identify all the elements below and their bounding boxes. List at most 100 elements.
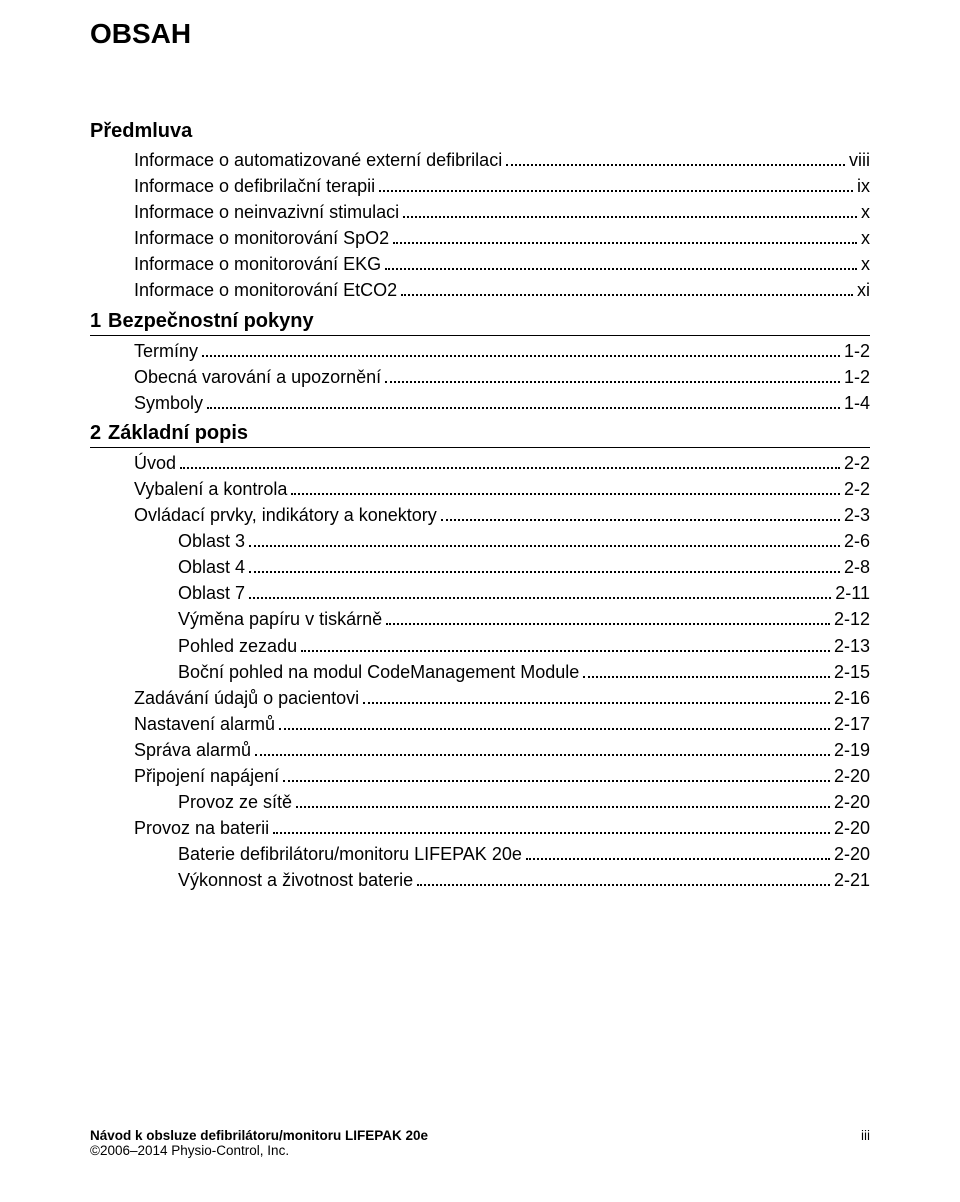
toc-leader-dots [583,676,830,678]
toc-entry-text: Výměna papíru v tiskárně [178,606,382,632]
toc-group-heading: Předmluva [90,120,870,145]
toc-entry: Nastavení alarmů2-17 [90,711,870,737]
toc-leader-dots [363,702,830,704]
toc-entry-text: Informace o neinvazivní stimulaci [134,199,399,225]
toc-entry-text: Ovládací prvky, indikátory a konektory [134,502,437,528]
toc-entry: Informace o neinvazivní stimulacix [90,199,870,225]
toc-group-heading: 1Bezpečnostní pokyny [90,310,870,336]
toc-group: 2Základní popisÚvod2-2Vybalení a kontrol… [90,422,870,894]
table-of-contents: Předmluva Informace o automatizované exte… [90,120,870,893]
toc-leader-dots [279,728,830,730]
footer-page-number: iii [861,1128,870,1143]
toc-leader-dots [506,164,845,166]
toc-leader-dots [393,242,857,244]
toc-entry: Baterie defibrilátoru/monitoru LIFEPAK 2… [90,841,870,867]
toc-entry-page: 2-16 [834,685,870,711]
toc-entry-text: Informace o automatizované externí defib… [134,147,502,173]
toc-group-number: 1 [90,310,108,333]
toc-entry-page: viii [849,147,870,173]
toc-entry-text: Úvod [134,450,176,476]
toc-entry: Ovládací prvky, indikátory a konektory2-… [90,502,870,528]
toc-entry-text: Termíny [134,338,198,364]
toc-entry-text: Připojení napájení [134,763,279,789]
toc-entry-page: 2-19 [834,737,870,763]
toc-entry-text: Provoz na baterii [134,815,269,841]
toc-entry: Informace o monitorování EKGx [90,251,870,277]
toc-entry-text: Pohled zezadu [178,633,297,659]
toc-entry-text: Výkonnost a životnost baterie [178,867,413,893]
toc-entry: Termíny 1-2 [90,338,870,364]
toc-entry-page: 2-20 [834,815,870,841]
toc-group: 1Bezpečnostní pokynyTermíny 1-2 Obecná var… [90,310,870,416]
toc-leader-dots [207,407,840,409]
toc-entry: Informace o monitorování SpO2 x [90,225,870,251]
toc-entry-page: 2-20 [834,841,870,867]
toc-leader-dots [249,571,840,573]
toc-entry: Správa alarmů2-19 [90,737,870,763]
page-footer: Návod k obsluze defibrilátoru/monitoru L… [90,1128,870,1158]
toc-leader-dots [526,858,830,860]
toc-leader-dots [202,355,840,357]
toc-entry-text: Oblast 7 [178,580,245,606]
toc-leader-dots [180,467,840,469]
toc-leader-dots [385,381,840,383]
toc-entry-text: Informace o monitorování SpO2 [134,225,389,251]
page-title: OBSAH [90,18,870,50]
toc-group-heading-text: Předmluva [90,120,192,142]
toc-leader-dots [291,493,840,495]
toc-entry-text: Nastavení alarmů [134,711,275,737]
toc-entry: Provoz ze sítě2-20 [90,789,870,815]
toc-leader-dots [255,754,830,756]
toc-leader-dots [403,216,857,218]
toc-leader-dots [379,190,853,192]
toc-entry: Výměna papíru v tiskárně 2-12 [90,606,870,632]
toc-group-number: 2 [90,422,108,445]
toc-entry-text: Baterie defibrilátoru/monitoru LIFEPAK 2… [178,841,522,867]
toc-entry: Informace o defibrilační terapiiix [90,173,870,199]
toc-leader-dots [296,806,830,808]
toc-entry: Vybalení a kontrola2-2 [90,476,870,502]
toc-leader-dots [283,780,830,782]
toc-leader-dots [249,597,831,599]
toc-entry-text: Informace o monitorování EtCO2 [134,277,397,303]
toc-entry: Informace o monitorování EtCO2 xi [90,277,870,303]
toc-entry: Připojení napájení 2-20 [90,763,870,789]
toc-leader-dots [273,832,830,834]
toc-entry-text: Oblast 3 [178,528,245,554]
toc-entry: Pohled zezadu2-13 [90,633,870,659]
toc-group-heading-text: Základní popis [108,422,248,444]
toc-entry: Boční pohled na modul CodeManagement Mod… [90,659,870,685]
toc-entry: Oblast 42-8 [90,554,870,580]
toc-entry: Informace o automatizované externí defib… [90,147,870,173]
toc-entry-page: 2-6 [844,528,870,554]
toc-entry-text: Boční pohled na modul CodeManagement Mod… [178,659,579,685]
toc-entry-page: 2-11 [835,580,870,606]
toc-entry: Zadávání údajů o pacientovi2-16 [90,685,870,711]
toc-entry-page: 2-21 [834,867,870,893]
toc-entry-text: Vybalení a kontrola [134,476,287,502]
toc-group: Předmluva Informace o automatizované exte… [90,120,870,304]
toc-entry-page: x [861,225,870,251]
toc-leader-dots [417,884,830,886]
toc-entry-page: xi [857,277,870,303]
toc-entry-page: 2-12 [834,606,870,632]
toc-entry-text: Provoz ze sítě [178,789,292,815]
toc-entry-page: 1-4 [844,390,870,416]
toc-leader-dots [385,268,857,270]
toc-entry-page: 2-8 [844,554,870,580]
toc-leader-dots [301,650,830,652]
footer-copyright: ©2006–2014 Physio-Control, Inc. [90,1143,870,1158]
toc-entry: Úvod 2-2 [90,450,870,476]
toc-entry: Výkonnost a životnost baterie 2-21 [90,867,870,893]
footer-manual-title: Návod k obsluze defibrilátoru/monitoru L… [90,1128,428,1143]
toc-entry: Symboly1-4 [90,390,870,416]
toc-entry-page: 2-2 [844,450,870,476]
toc-entry-text: Informace o monitorování EKG [134,251,381,277]
toc-leader-dots [249,545,840,547]
toc-entry-page: ix [857,173,870,199]
toc-entry-text: Obecná varování a upozornění [134,364,381,390]
toc-entry-page: 2-20 [834,763,870,789]
toc-leader-dots [401,294,853,296]
toc-entry-page: 1-2 [844,338,870,364]
toc-entry: Oblast 7 2-11 [90,580,870,606]
